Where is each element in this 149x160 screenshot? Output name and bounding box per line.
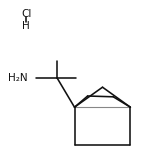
Text: H₂N: H₂N	[8, 73, 28, 83]
Text: Cl: Cl	[21, 9, 31, 19]
Text: H: H	[22, 21, 30, 31]
